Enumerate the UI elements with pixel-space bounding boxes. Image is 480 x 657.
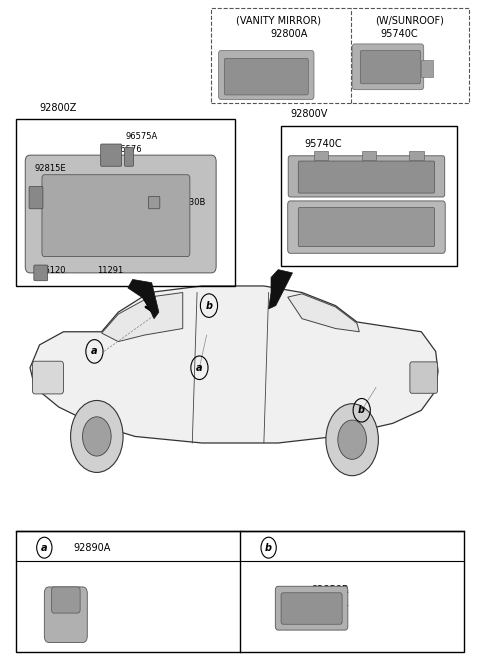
Circle shape bbox=[326, 404, 378, 476]
FancyBboxPatch shape bbox=[224, 58, 308, 95]
FancyBboxPatch shape bbox=[298, 208, 435, 247]
FancyBboxPatch shape bbox=[410, 362, 438, 394]
Text: 92890A: 92890A bbox=[73, 543, 111, 553]
Text: 95740C: 95740C bbox=[304, 139, 342, 148]
Text: b: b bbox=[205, 301, 213, 311]
Text: a: a bbox=[41, 543, 48, 553]
Text: 76120: 76120 bbox=[39, 267, 66, 275]
Polygon shape bbox=[30, 286, 438, 443]
FancyBboxPatch shape bbox=[281, 593, 342, 624]
Text: (VANITY MIRROR): (VANITY MIRROR) bbox=[236, 16, 321, 26]
Text: 11291: 11291 bbox=[97, 267, 123, 275]
Bar bbox=[409, 150, 424, 160]
Text: 92800Z: 92800Z bbox=[39, 102, 77, 112]
FancyBboxPatch shape bbox=[352, 44, 424, 90]
Text: b: b bbox=[265, 543, 272, 553]
FancyBboxPatch shape bbox=[33, 361, 63, 394]
Text: 92800V: 92800V bbox=[290, 109, 327, 119]
Text: 92830B: 92830B bbox=[173, 198, 205, 207]
Text: a: a bbox=[91, 346, 98, 356]
FancyBboxPatch shape bbox=[101, 144, 121, 166]
Text: a: a bbox=[196, 363, 203, 373]
Text: b: b bbox=[358, 405, 365, 415]
Text: 96576: 96576 bbox=[116, 145, 143, 154]
FancyBboxPatch shape bbox=[29, 187, 43, 209]
Text: 95740C: 95740C bbox=[381, 30, 418, 39]
Bar bbox=[362, 150, 376, 160]
Bar bbox=[281, 125, 457, 266]
FancyBboxPatch shape bbox=[25, 155, 216, 273]
FancyBboxPatch shape bbox=[360, 51, 420, 84]
Text: 96575A: 96575A bbox=[125, 132, 158, 141]
FancyBboxPatch shape bbox=[276, 586, 348, 630]
FancyBboxPatch shape bbox=[44, 587, 87, 643]
Polygon shape bbox=[102, 292, 183, 342]
FancyBboxPatch shape bbox=[218, 51, 314, 99]
Bar bbox=[16, 532, 464, 652]
Circle shape bbox=[83, 417, 111, 456]
FancyBboxPatch shape bbox=[288, 156, 445, 197]
FancyBboxPatch shape bbox=[288, 201, 445, 253]
Circle shape bbox=[338, 420, 366, 459]
FancyBboxPatch shape bbox=[148, 196, 160, 209]
Text: 92815E: 92815E bbox=[35, 164, 66, 173]
Text: (W/SUNROOF): (W/SUNROOF) bbox=[375, 16, 444, 26]
FancyBboxPatch shape bbox=[51, 587, 80, 613]
Text: 92850R
92850L: 92850R 92850L bbox=[312, 585, 349, 608]
Polygon shape bbox=[269, 269, 292, 309]
FancyBboxPatch shape bbox=[34, 265, 48, 281]
Polygon shape bbox=[128, 279, 159, 319]
FancyBboxPatch shape bbox=[124, 147, 133, 166]
Polygon shape bbox=[288, 294, 360, 332]
Bar bbox=[211, 8, 469, 102]
Text: 92800A: 92800A bbox=[270, 30, 307, 39]
FancyBboxPatch shape bbox=[298, 161, 435, 193]
Bar bbox=[16, 119, 235, 286]
Bar bbox=[421, 60, 433, 77]
Circle shape bbox=[71, 401, 123, 472]
FancyBboxPatch shape bbox=[42, 175, 190, 256]
Bar bbox=[314, 150, 328, 160]
